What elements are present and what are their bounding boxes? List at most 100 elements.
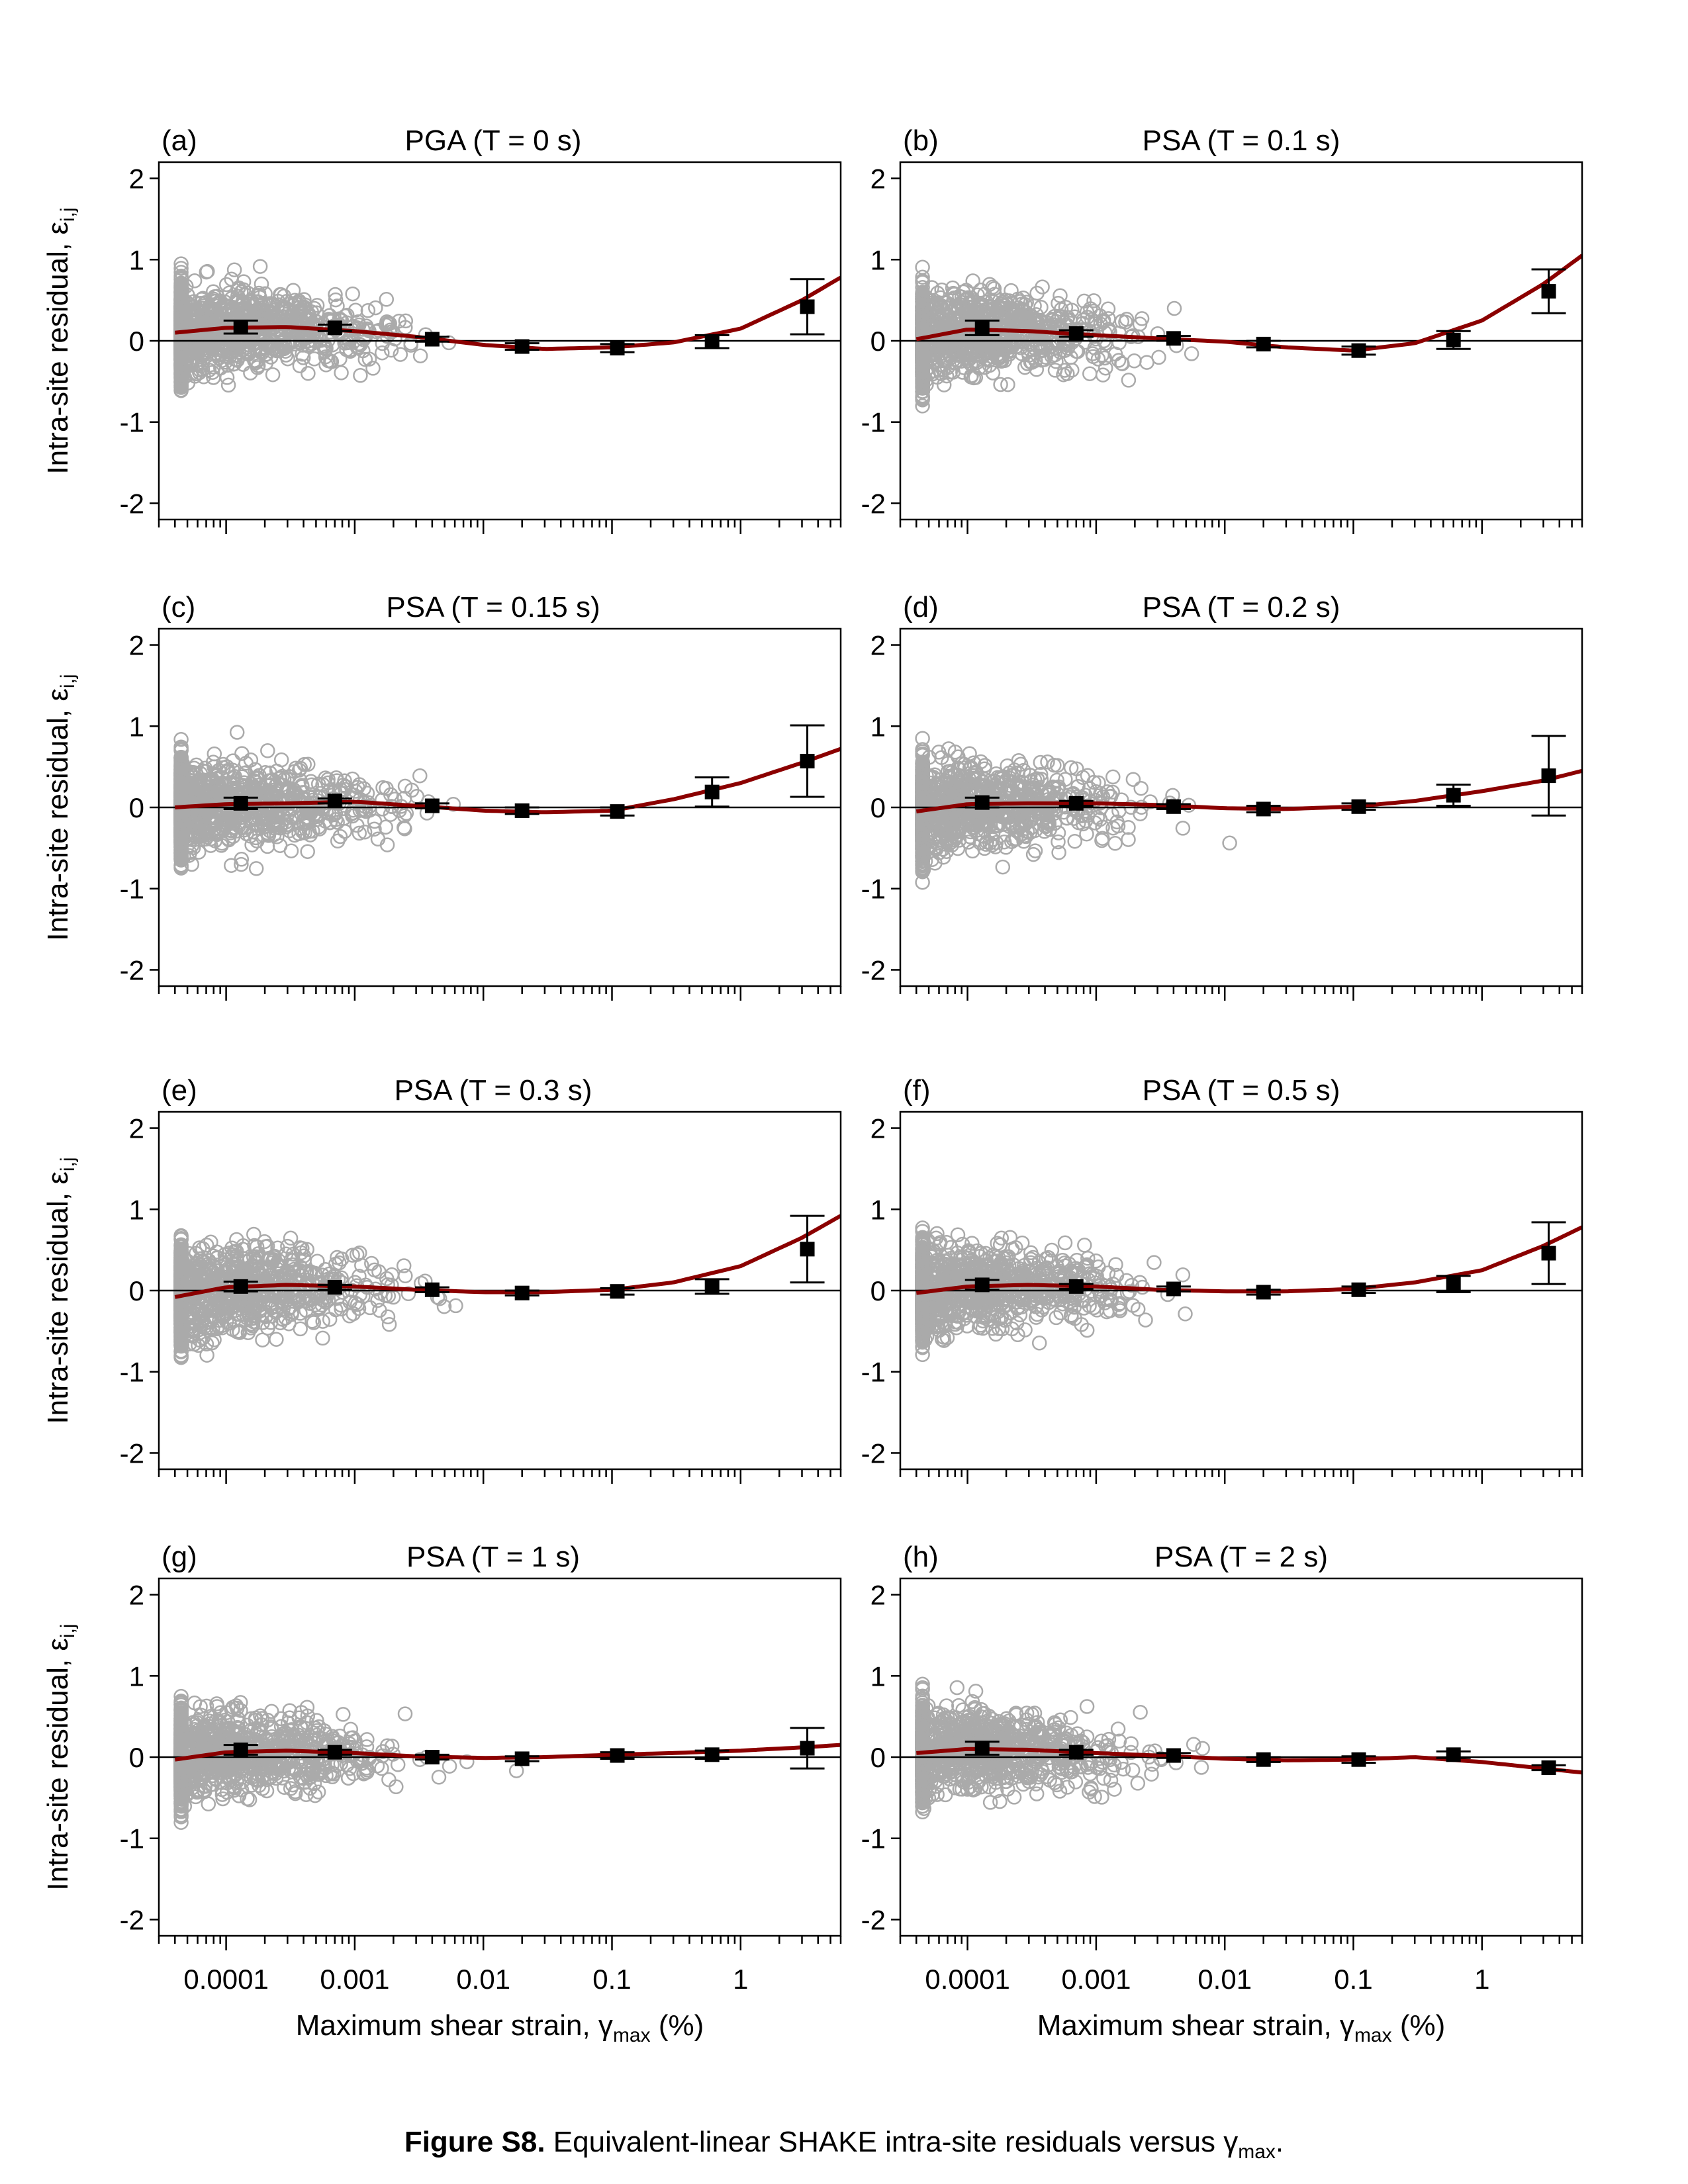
data-point bbox=[357, 351, 373, 367]
data-point bbox=[993, 377, 1008, 392]
data-point bbox=[1121, 373, 1137, 388]
data-point bbox=[995, 859, 1011, 875]
data-point bbox=[196, 369, 211, 385]
bin-marker bbox=[790, 278, 825, 336]
data-point bbox=[209, 777, 224, 793]
bin-mean bbox=[1541, 284, 1556, 299]
data-point bbox=[336, 778, 352, 793]
data-point bbox=[250, 770, 265, 786]
data-point bbox=[203, 775, 218, 791]
data-point bbox=[234, 852, 250, 867]
data-point bbox=[1038, 349, 1053, 365]
data-point bbox=[1134, 311, 1150, 326]
data-point bbox=[173, 821, 189, 837]
data-point bbox=[1105, 769, 1121, 785]
data-point bbox=[915, 313, 930, 328]
data-point bbox=[360, 303, 376, 318]
data-point bbox=[187, 369, 203, 384]
data-point bbox=[1083, 301, 1098, 316]
data-point bbox=[328, 287, 343, 302]
bin-marker bbox=[964, 319, 1000, 336]
data-point bbox=[1151, 349, 1166, 365]
data-point bbox=[273, 752, 289, 768]
bin-mean bbox=[1068, 326, 1084, 341]
data-point bbox=[393, 347, 408, 362]
data-point bbox=[236, 775, 252, 790]
data-point bbox=[1088, 331, 1103, 347]
data-point bbox=[173, 739, 189, 754]
data-point bbox=[1082, 366, 1098, 381]
bin-marker bbox=[600, 341, 635, 356]
y-tick-label: -1 bbox=[120, 874, 144, 905]
y-axis-label-text: Intra-site residual, ε bbox=[42, 222, 74, 475]
bin-marker bbox=[414, 798, 449, 813]
data-point bbox=[330, 815, 345, 830]
data-point bbox=[1000, 377, 1015, 392]
data-point bbox=[187, 814, 203, 829]
data-point bbox=[1053, 288, 1068, 303]
bin-marker bbox=[317, 794, 352, 809]
bin-marker bbox=[1246, 336, 1281, 351]
data-point bbox=[397, 808, 412, 823]
data-point bbox=[191, 844, 207, 860]
bin-marker bbox=[694, 334, 729, 349]
y-axis-label-text: Intra-site residual, ε bbox=[42, 688, 74, 941]
y-axis-label-sub: i,j bbox=[57, 674, 79, 688]
bin-mean bbox=[424, 332, 440, 347]
data-point bbox=[1127, 353, 1142, 369]
data-point bbox=[220, 817, 235, 832]
data-point bbox=[935, 363, 951, 378]
data-point bbox=[412, 768, 428, 784]
panel-title: PSA (T = 0.1 s) bbox=[1143, 124, 1340, 157]
data-point bbox=[1094, 347, 1110, 363]
data-point bbox=[915, 390, 930, 405]
data-point bbox=[933, 290, 949, 306]
y-tick-label: 1 bbox=[870, 244, 886, 275]
data-point bbox=[280, 792, 295, 807]
data-point bbox=[367, 821, 382, 837]
y-tick-label: 2 bbox=[129, 163, 144, 195]
data-point bbox=[375, 345, 390, 361]
data-point bbox=[300, 798, 316, 814]
data-point bbox=[1095, 367, 1111, 383]
data-point bbox=[202, 312, 218, 328]
data-point bbox=[244, 837, 259, 852]
data-point bbox=[320, 772, 336, 787]
bin-marker bbox=[1156, 331, 1191, 346]
data-point bbox=[173, 286, 189, 301]
data-point bbox=[206, 303, 222, 318]
y-tick-label: 1 bbox=[129, 244, 144, 275]
data-point bbox=[915, 345, 930, 360]
data-point bbox=[965, 273, 980, 289]
data-point bbox=[1029, 313, 1045, 328]
data-point bbox=[173, 732, 189, 747]
data-point bbox=[1035, 279, 1050, 295]
data-point bbox=[1024, 355, 1040, 370]
bin-marker bbox=[1341, 343, 1376, 358]
data-point bbox=[915, 360, 930, 376]
data-point bbox=[378, 819, 393, 835]
data-point bbox=[1143, 794, 1158, 809]
bin-marker bbox=[414, 332, 449, 347]
bin-mean bbox=[233, 796, 248, 811]
data-point bbox=[230, 293, 246, 309]
data-point bbox=[334, 365, 349, 381]
data-point bbox=[398, 313, 414, 329]
data-point bbox=[954, 289, 970, 305]
data-point bbox=[306, 351, 322, 367]
y-tick-label: 2 bbox=[870, 163, 886, 195]
scatter-points bbox=[915, 731, 1237, 890]
y-tick-label: -2 bbox=[120, 488, 144, 519]
data-point bbox=[1052, 309, 1067, 324]
data-point bbox=[173, 362, 189, 378]
data-point bbox=[173, 850, 189, 866]
data-point bbox=[915, 293, 930, 308]
data-point bbox=[173, 743, 189, 758]
data-point bbox=[257, 816, 273, 831]
panel-letter: (a) bbox=[162, 124, 197, 157]
data-point bbox=[189, 326, 205, 341]
data-point bbox=[397, 778, 413, 794]
data-point bbox=[358, 803, 374, 819]
